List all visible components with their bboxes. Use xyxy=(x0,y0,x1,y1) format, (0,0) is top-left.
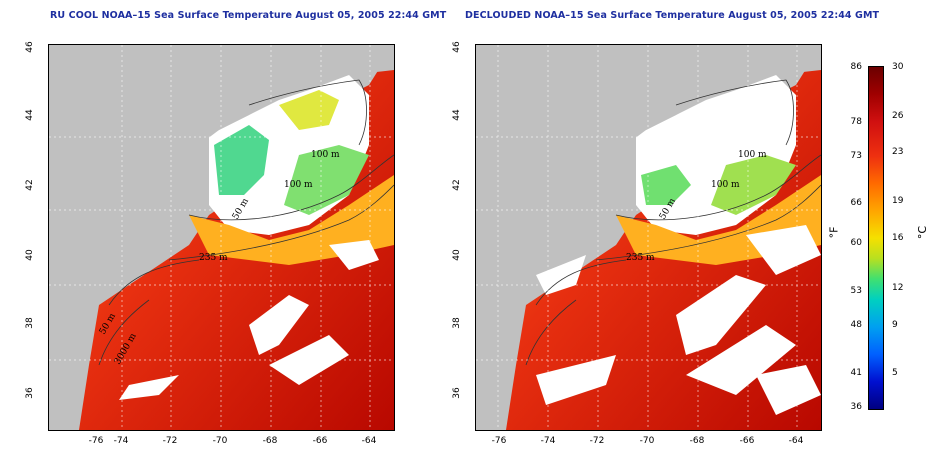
y-tick-label: 44 xyxy=(25,109,35,121)
x-tick-label: -70 xyxy=(212,436,228,446)
colorbar-f-tick: 78 xyxy=(850,117,862,127)
left-sst-map: 100 m 100 m 50 m 235 m 50 m 3000 m xyxy=(48,44,395,431)
y-tick-label: 44 xyxy=(452,109,462,121)
contour-label: 235 m xyxy=(199,253,228,263)
colorbar-f-tick: 73 xyxy=(850,151,862,161)
contour-label: 100 m xyxy=(711,180,740,190)
contour-label: 235 m xyxy=(626,253,655,263)
x-tick-label: -72 xyxy=(589,436,605,446)
x-tick-label: -66 xyxy=(312,436,328,446)
x-tick-label: -72 xyxy=(162,436,178,446)
colorbar-c-tick: 9 xyxy=(892,320,898,330)
y-tick-label: 42 xyxy=(452,179,462,191)
colorbar-f-tick: 41 xyxy=(850,368,862,378)
x-tick-label: -74 xyxy=(113,436,129,446)
colorbar-c-tick: 12 xyxy=(892,283,904,293)
colorbar-f-tick: 66 xyxy=(850,198,862,208)
celsius-unit-label: °C xyxy=(916,225,930,240)
y-tick-label: 36 xyxy=(452,387,462,399)
y-tick-label: 38 xyxy=(25,317,35,329)
contour-label: 100 m xyxy=(284,180,313,190)
y-tick-label: 36 xyxy=(25,387,35,399)
y-tick-label: 38 xyxy=(452,317,462,329)
colorbar-c-tick: 19 xyxy=(892,196,904,206)
right-map-title: DECLOUDED NOAA–15 Sea Surface Temperatur… xyxy=(465,10,880,21)
contour-label: 100 m xyxy=(311,150,340,160)
x-tick-label: -68 xyxy=(689,436,705,446)
fahrenheit-unit-label: °F xyxy=(827,226,841,239)
y-tick-label: 42 xyxy=(25,179,35,191)
colorbar-c-tick: 5 xyxy=(892,368,898,378)
left-map-title: RU COOL NOAA–15 Sea Surface Temperature … xyxy=(50,10,447,21)
y-tick-label: 40 xyxy=(25,249,35,261)
colorbar-f-tick: 36 xyxy=(850,402,862,412)
colorbar-f-tick: 53 xyxy=(850,286,862,296)
y-tick-label: 40 xyxy=(452,249,462,261)
contour-label: 100 m xyxy=(738,150,767,160)
left-map-graphic: 100 m 100 m 50 m 235 m 50 m 3000 m xyxy=(49,45,394,430)
right-sst-map: 100 m 100 m 50 m 235 m xyxy=(475,44,822,431)
colorbar-f-tick: 86 xyxy=(850,62,862,72)
x-tick-label: -74 xyxy=(540,436,556,446)
right-map-graphic: 100 m 100 m 50 m 235 m xyxy=(476,45,821,430)
colorbar-c-tick: 16 xyxy=(892,233,904,243)
x-tick-label: -70 xyxy=(639,436,655,446)
temperature-colorbar xyxy=(868,66,884,410)
x-tick-label: -76 xyxy=(491,436,507,446)
colorbar-f-tick: 48 xyxy=(850,320,862,330)
colorbar-f-tick: 60 xyxy=(850,238,862,248)
x-tick-label: -66 xyxy=(739,436,755,446)
colorbar-c-tick: 26 xyxy=(892,111,904,121)
x-tick-label: -76 xyxy=(88,436,104,446)
x-tick-label: -64 xyxy=(788,436,804,446)
colorbar-c-tick: 23 xyxy=(892,147,904,157)
x-tick-label: -64 xyxy=(361,436,377,446)
colorbar-c-tick: 30 xyxy=(892,62,904,72)
y-tick-label: 46 xyxy=(25,41,35,53)
x-tick-label: -68 xyxy=(262,436,278,446)
y-tick-label: 46 xyxy=(452,41,462,53)
